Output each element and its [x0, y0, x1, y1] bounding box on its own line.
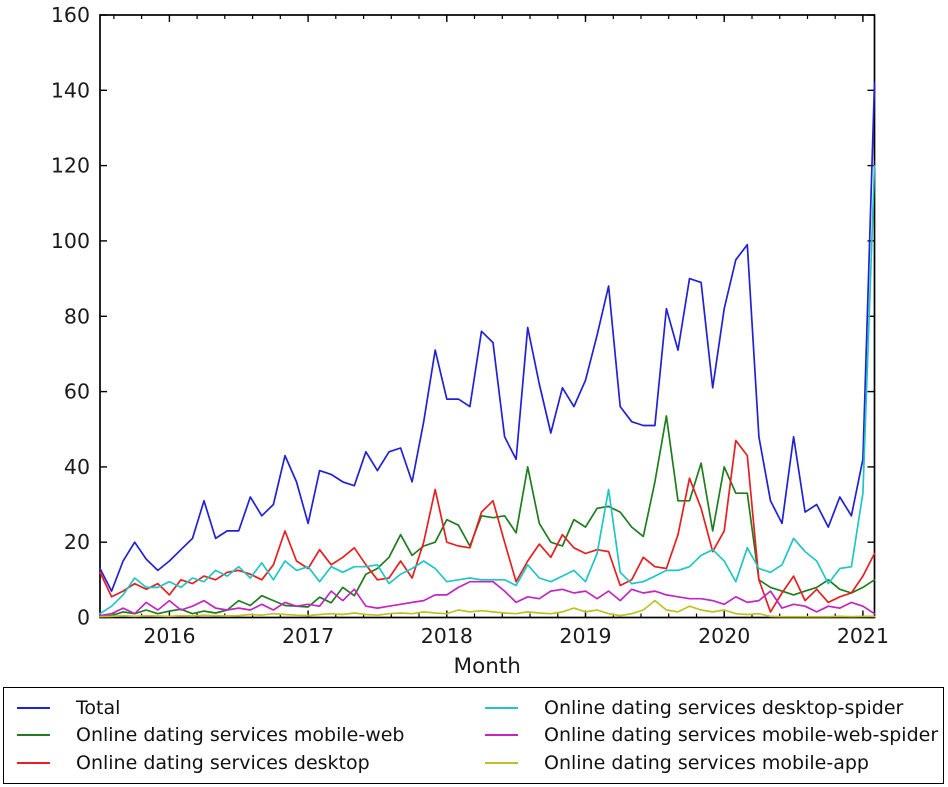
- plot-border: [99, 14, 876, 619]
- legend-line-sample: [485, 734, 518, 737]
- x-tick-label: 2019: [559, 624, 611, 648]
- legend-item-online-dating-services-desktop: Online dating services desktop: [17, 749, 485, 777]
- y-tick-label: 160: [51, 3, 90, 27]
- y-tick-label: 100: [51, 229, 90, 253]
- legend-item-online-dating-services-desktop-spider: Online dating services desktop-spider: [485, 694, 943, 722]
- series-line-online-dating-services-desktop-spider: [99, 164, 876, 615]
- x-tick-label: 2016: [143, 624, 195, 648]
- series-line-online-dating-services-mobile-app: [99, 599, 876, 618]
- x-tick-label: 2021: [837, 624, 889, 648]
- legend-item-label: Online dating services mobile-web-spider: [544, 724, 939, 747]
- y-tick-label: 40: [64, 455, 90, 479]
- series-line-online-dating-services-mobile-web-spider: [99, 580, 876, 617]
- legend-line-sample: [17, 734, 50, 737]
- legend-line-sample: [485, 762, 518, 765]
- x-tick-label: 2018: [421, 624, 473, 648]
- legend-line-sample: [17, 762, 50, 765]
- series-line-online-dating-services-mobile-web: [99, 415, 876, 618]
- y-tick-label: 120: [51, 154, 90, 178]
- y-tick-label: 20: [64, 530, 90, 554]
- legend-line-sample: [485, 706, 518, 709]
- y-tick-label: 0: [77, 606, 90, 630]
- series-line-total: [99, 81, 876, 592]
- legend-item-label: Online dating services desktop-spider: [544, 696, 904, 719]
- y-tick-label: 140: [51, 78, 90, 102]
- legend-item-total: Total: [17, 694, 485, 722]
- legend-item-label: Total: [76, 696, 121, 719]
- y-tick-label: 60: [64, 380, 90, 404]
- legend-item-label: Online dating services desktop: [76, 752, 370, 775]
- x-axis-title: Month: [454, 654, 521, 679]
- legend-item-online-dating-services-mobile-web: Online dating services mobile-web: [17, 722, 485, 750]
- y-tick-label: 80: [64, 304, 90, 328]
- legend-line-sample: [17, 706, 50, 709]
- series-line-online-dating-services-desktop: [99, 439, 876, 613]
- legend-item-label: Online dating services mobile-web: [76, 724, 405, 747]
- legend-item-label: Online dating services mobile-app: [544, 752, 869, 775]
- x-tick-label: 2017: [282, 624, 334, 648]
- x-tick-label: 2020: [698, 624, 750, 648]
- legend-item-online-dating-services-mobile-web-spider: Online dating services mobile-web-spider: [485, 722, 943, 750]
- legend-box: Total Online dating services mobile-web On…: [3, 687, 944, 784]
- line-chart-canvas: 0 20 40 60 80 100 120 140 160 2016 2017 2018 2019 202…: [51, 3, 889, 679]
- legend-item-online-dating-services-mobile-app: Online dating services mobile-app: [485, 749, 943, 777]
